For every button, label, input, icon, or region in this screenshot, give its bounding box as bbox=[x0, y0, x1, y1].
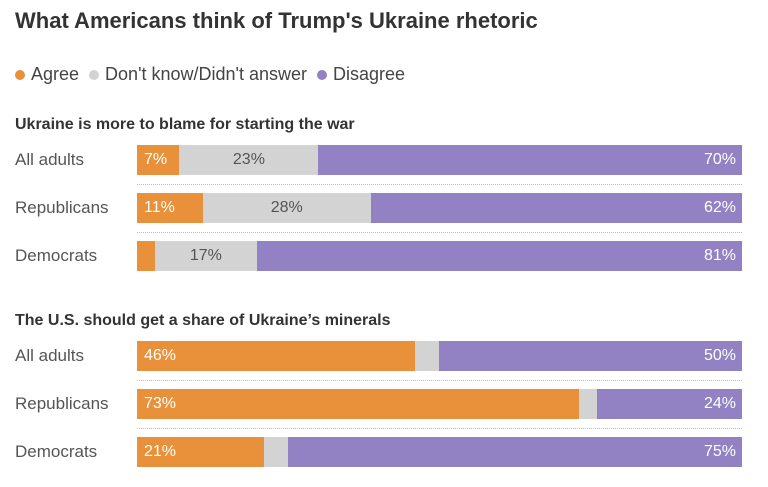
row-label: Republicans bbox=[15, 394, 109, 413]
data-label: 62% bbox=[703, 199, 736, 216]
bar-segment-don-t-know-didn-t-answer: 28% bbox=[202, 193, 371, 223]
row-label: Democrats bbox=[15, 246, 98, 265]
bar-segment-don-t-know-didn-t-answer bbox=[415, 341, 440, 371]
data-label: 73% bbox=[144, 395, 177, 412]
data-label: 11% bbox=[144, 199, 175, 216]
data-label: 81% bbox=[703, 247, 736, 264]
agree-dot-icon bbox=[15, 69, 25, 80]
legend-item-disagree: Disagree bbox=[317, 64, 405, 85]
bar-segment-don-t-know-didn-t-answer bbox=[578, 389, 597, 419]
bar-row: 46% 50% bbox=[137, 341, 742, 371]
row-label: Democrats bbox=[15, 442, 98, 461]
bar-row: 11% 28% 62% bbox=[137, 193, 742, 223]
row-divider bbox=[137, 380, 742, 381]
legend-label-agree: Agree bbox=[31, 64, 80, 84]
bar-segment-disagree: 50% bbox=[439, 341, 742, 371]
legend-item-agree: Agree bbox=[15, 64, 79, 85]
bar-segment-don-t-know-didn-t-answer: 23% bbox=[179, 145, 319, 175]
legend: Agree Don't know/Didn't answer Disagree bbox=[15, 64, 415, 85]
row-divider bbox=[137, 184, 742, 185]
bar-segment-agree: 7% bbox=[137, 145, 180, 175]
data-label: 50% bbox=[703, 347, 736, 364]
row-label: All adults bbox=[15, 150, 84, 169]
data-label: 17% bbox=[189, 247, 222, 264]
bar-row: 21% 75% bbox=[137, 437, 742, 467]
section-title-0: Ukraine is more to blame for starting th… bbox=[15, 116, 355, 133]
section-title-1: The U.S. should get a share of Ukraine’s… bbox=[15, 312, 391, 329]
data-label: 46% bbox=[144, 347, 177, 364]
row-label: Republicans bbox=[15, 198, 109, 217]
row-label: All adults bbox=[15, 346, 84, 365]
data-label: 28% bbox=[270, 199, 303, 216]
bar-segment-don-t-know-didn-t-answer bbox=[264, 437, 289, 467]
data-label: 23% bbox=[232, 151, 265, 168]
bar-segment-agree: 73% bbox=[137, 389, 579, 419]
bar-segment-agree bbox=[137, 241, 155, 271]
chart-title: What Americans think of Trump's Ukraine … bbox=[15, 8, 538, 33]
data-label: 70% bbox=[703, 151, 736, 168]
bar-segment-agree: 46% bbox=[137, 341, 416, 371]
bar-segment-disagree: 75% bbox=[288, 437, 742, 467]
bar-segment-agree: 11% bbox=[137, 193, 203, 223]
bar-segment-disagree: 24% bbox=[596, 389, 742, 419]
disagree-dot-icon bbox=[317, 69, 328, 80]
data-label: 7% bbox=[144, 151, 168, 168]
bar-segment-agree: 21% bbox=[137, 437, 265, 467]
row-divider bbox=[137, 428, 742, 429]
data-label: 24% bbox=[703, 395, 736, 412]
bar-row: 17% 81% bbox=[137, 241, 742, 271]
bar-segment-disagree: 70% bbox=[318, 145, 742, 175]
bar-row: 7% 23% 70% bbox=[137, 145, 742, 175]
legend-label-dont-know: Don't know/Didn't answer bbox=[105, 64, 308, 84]
dont-know-dot-icon bbox=[89, 69, 100, 80]
data-label: 21% bbox=[144, 443, 177, 460]
legend-item-dont-know: Don't know/Didn't answer bbox=[89, 64, 307, 85]
data-label: 75% bbox=[703, 443, 736, 460]
bar-segment-disagree: 81% bbox=[256, 241, 742, 271]
bar-segment-disagree: 62% bbox=[370, 193, 742, 223]
legend-label-disagree: Disagree bbox=[333, 64, 406, 84]
bar-row: 73% 24% bbox=[137, 389, 742, 419]
row-divider bbox=[137, 232, 742, 233]
bar-segment-don-t-know-didn-t-answer: 17% bbox=[154, 241, 257, 271]
